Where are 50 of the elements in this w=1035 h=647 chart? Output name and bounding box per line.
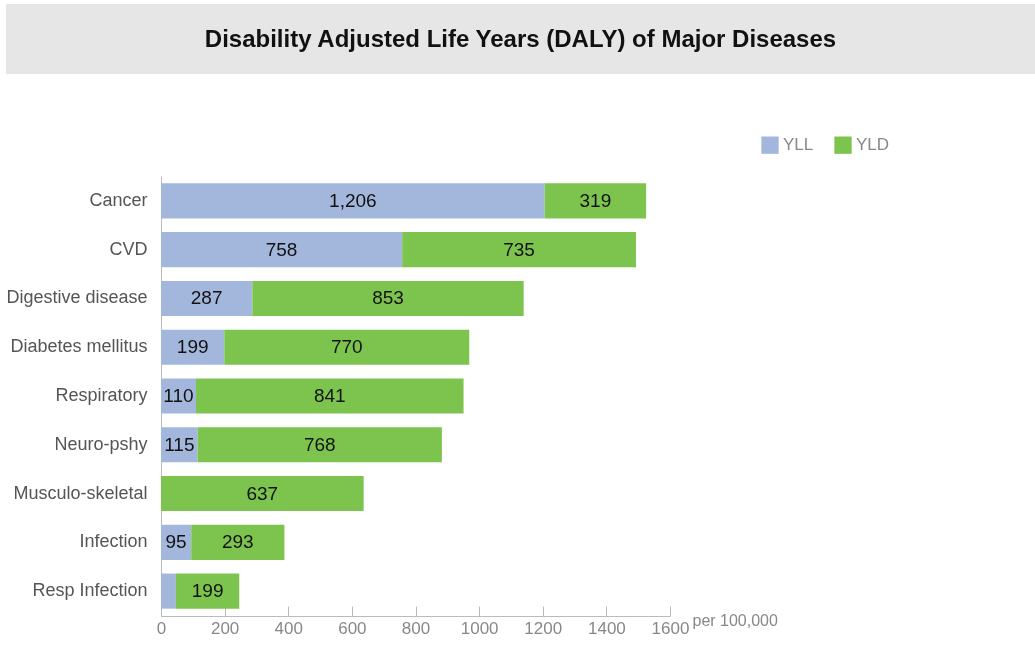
chart-title: Disability Adjusted Life Years (DALY) of Major Diseases <box>6 4 1035 74</box>
bar <box>161 280 253 316</box>
data-label: 293 <box>221 531 254 553</box>
legend-label: YLL <box>783 135 814 155</box>
bar <box>197 427 442 463</box>
x-tick-label: 600 <box>338 618 367 638</box>
y-tick-label: Neuro-pshy <box>54 433 148 454</box>
y-tick-label: Musculo-skeletal <box>13 482 148 503</box>
x-axis-title: per 100,000 <box>692 611 779 629</box>
data-label: 758 <box>265 238 298 260</box>
legend-label: YLD <box>856 135 890 155</box>
y-tick-label: Cancer <box>89 189 148 210</box>
data-label: 637 <box>246 482 279 504</box>
bar <box>161 573 176 609</box>
x-tick-label: 0 <box>156 618 167 638</box>
y-tick-label: Diabetes mellitus <box>10 336 148 357</box>
bar <box>191 524 285 560</box>
data-label: 770 <box>330 336 363 358</box>
x-tick-label: 1400 <box>587 618 626 638</box>
bar <box>161 183 545 219</box>
x-tick-label: 400 <box>274 618 303 638</box>
y-tick-label: Infection <box>79 531 148 552</box>
bar <box>224 329 470 365</box>
bar <box>402 232 636 268</box>
bar <box>161 232 403 268</box>
data-label: 199 <box>191 580 224 602</box>
data-label: 95 <box>165 531 187 553</box>
x-tick-label: 1600 <box>651 618 690 638</box>
y-tick-label: Respiratory <box>55 385 148 405</box>
data-label: 841 <box>313 385 346 406</box>
y-tick-label: Resp Infection <box>32 580 148 601</box>
data-label: 199 <box>176 336 209 358</box>
data-label: 735 <box>503 238 535 260</box>
data-label: 319 <box>579 189 612 211</box>
data-label: 115 <box>164 433 195 455</box>
x-tick-label: 1200 <box>524 618 563 638</box>
data-label: 853 <box>372 287 404 309</box>
x-tick-label: 800 <box>401 618 431 638</box>
data-label: 1,206 <box>329 189 377 211</box>
x-tick-label: 200 <box>210 618 240 638</box>
data-label: 110 <box>163 385 194 406</box>
x-tick-label: 1000 <box>460 618 499 638</box>
bar <box>252 280 524 316</box>
data-label: 768 <box>303 433 336 455</box>
y-tick-label: Digestive disease <box>6 287 148 308</box>
bar <box>195 378 464 414</box>
bar <box>544 183 647 219</box>
bar <box>161 476 364 512</box>
y-tick-label: CVD <box>109 238 148 259</box>
data-label: 287 <box>190 287 223 309</box>
